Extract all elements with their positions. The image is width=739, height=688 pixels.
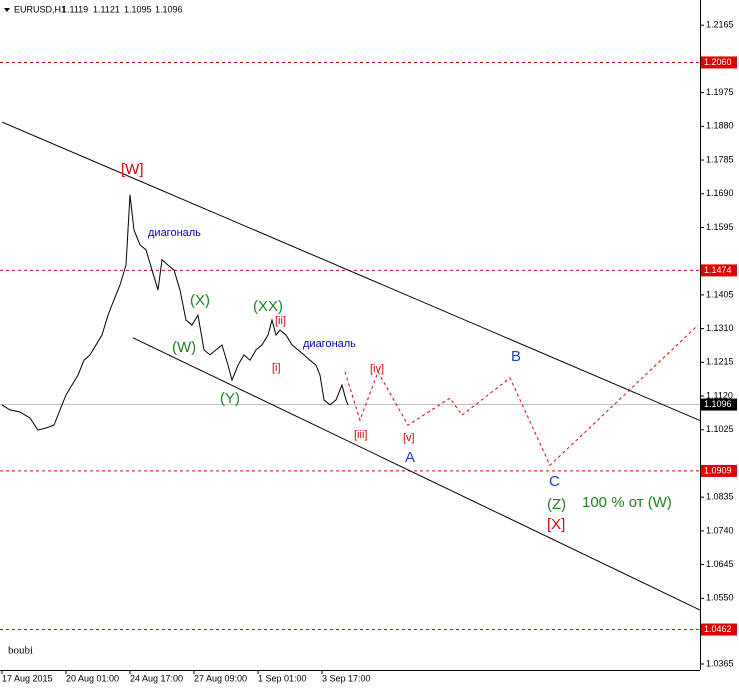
- projection-line: [344, 324, 699, 467]
- channel-line: [132, 337, 701, 611]
- ohlc-value: 1.1095: [124, 4, 152, 14]
- x-tick-label: 1 Sep 01:00: [258, 673, 307, 683]
- ohlc-value: 1.1121: [93, 4, 120, 14]
- y-tick-label: 1.1785: [706, 154, 734, 164]
- y-tick-label: 1.1405: [706, 289, 734, 299]
- wave-label: A: [405, 449, 415, 466]
- y-tick-label: 1.1690: [706, 188, 734, 198]
- wave-label: [iv]: [370, 363, 384, 375]
- y-tick-label: 1.0645: [706, 559, 734, 569]
- wave-label: [v]: [403, 432, 415, 444]
- wave-label: (Z): [547, 496, 566, 513]
- y-tick-label: 1.1975: [706, 87, 734, 97]
- y-tick-label: 1.1215: [706, 357, 734, 367]
- wave-label: (W): [172, 339, 196, 356]
- symbol: EURUSD,H1: [14, 4, 66, 14]
- level-label: 1.2060: [704, 57, 732, 67]
- wave-label: [iii]: [354, 429, 367, 441]
- wave-label: C: [549, 473, 560, 490]
- y-tick-label: 1.1025: [706, 424, 734, 434]
- footer: boubi: [8, 645, 33, 657]
- wave-label: [X]: [547, 516, 565, 533]
- ohlc-value: 1.1096: [155, 4, 183, 14]
- y-tick-label: 1.0835: [706, 492, 734, 502]
- wave-label: 100 % от (W): [582, 494, 672, 511]
- wave-label: диагональ: [303, 338, 356, 350]
- header-icon: [4, 8, 10, 12]
- level-box: [701, 56, 737, 69]
- x-tick-label: 27 Aug 09:00: [194, 673, 247, 683]
- wave-label: (X): [190, 292, 210, 309]
- channel-line: [1, 121, 701, 421]
- y-tick-label: 1.0550: [706, 593, 734, 603]
- x-tick-label: 3 Sep 17:00: [322, 673, 371, 683]
- x-tick-label: 17 Aug 2015: [2, 673, 53, 683]
- level-box: [701, 623, 737, 636]
- x-tick-label: 24 Aug 17:00: [130, 673, 183, 683]
- y-tick-label: 1.1595: [706, 222, 734, 232]
- ohlc-value: 1.1119: [62, 4, 88, 14]
- level-label: 1.0909: [704, 465, 732, 475]
- wave-label: [ii]: [275, 315, 286, 327]
- level-label: 1.1474: [704, 265, 732, 275]
- x-tick-label: 20 Aug 01:00: [66, 673, 119, 683]
- wave-label: [i]: [272, 362, 281, 374]
- wave-label: (Y): [220, 390, 240, 407]
- wave-label: [W]: [121, 161, 144, 178]
- price-line: [1, 194, 349, 431]
- wave-label: B: [511, 348, 521, 365]
- level-box: [701, 264, 737, 277]
- current-price-box: [701, 398, 737, 411]
- wave-label: диагональ: [148, 227, 201, 239]
- y-tick-label: 1.1310: [706, 323, 734, 333]
- y-tick-label: 1.0740: [706, 525, 734, 535]
- level-label: 1.0462: [704, 624, 732, 634]
- current-price-label: 1.1096: [704, 399, 732, 409]
- wave-label: (XX): [253, 298, 283, 315]
- y-tick-label: 1.2165: [706, 20, 734, 30]
- y-tick-label: 1.1120: [706, 390, 733, 400]
- y-tick-label: 1.0365: [706, 658, 734, 668]
- level-box: [701, 464, 737, 477]
- y-tick-label: 1.1880: [706, 121, 734, 131]
